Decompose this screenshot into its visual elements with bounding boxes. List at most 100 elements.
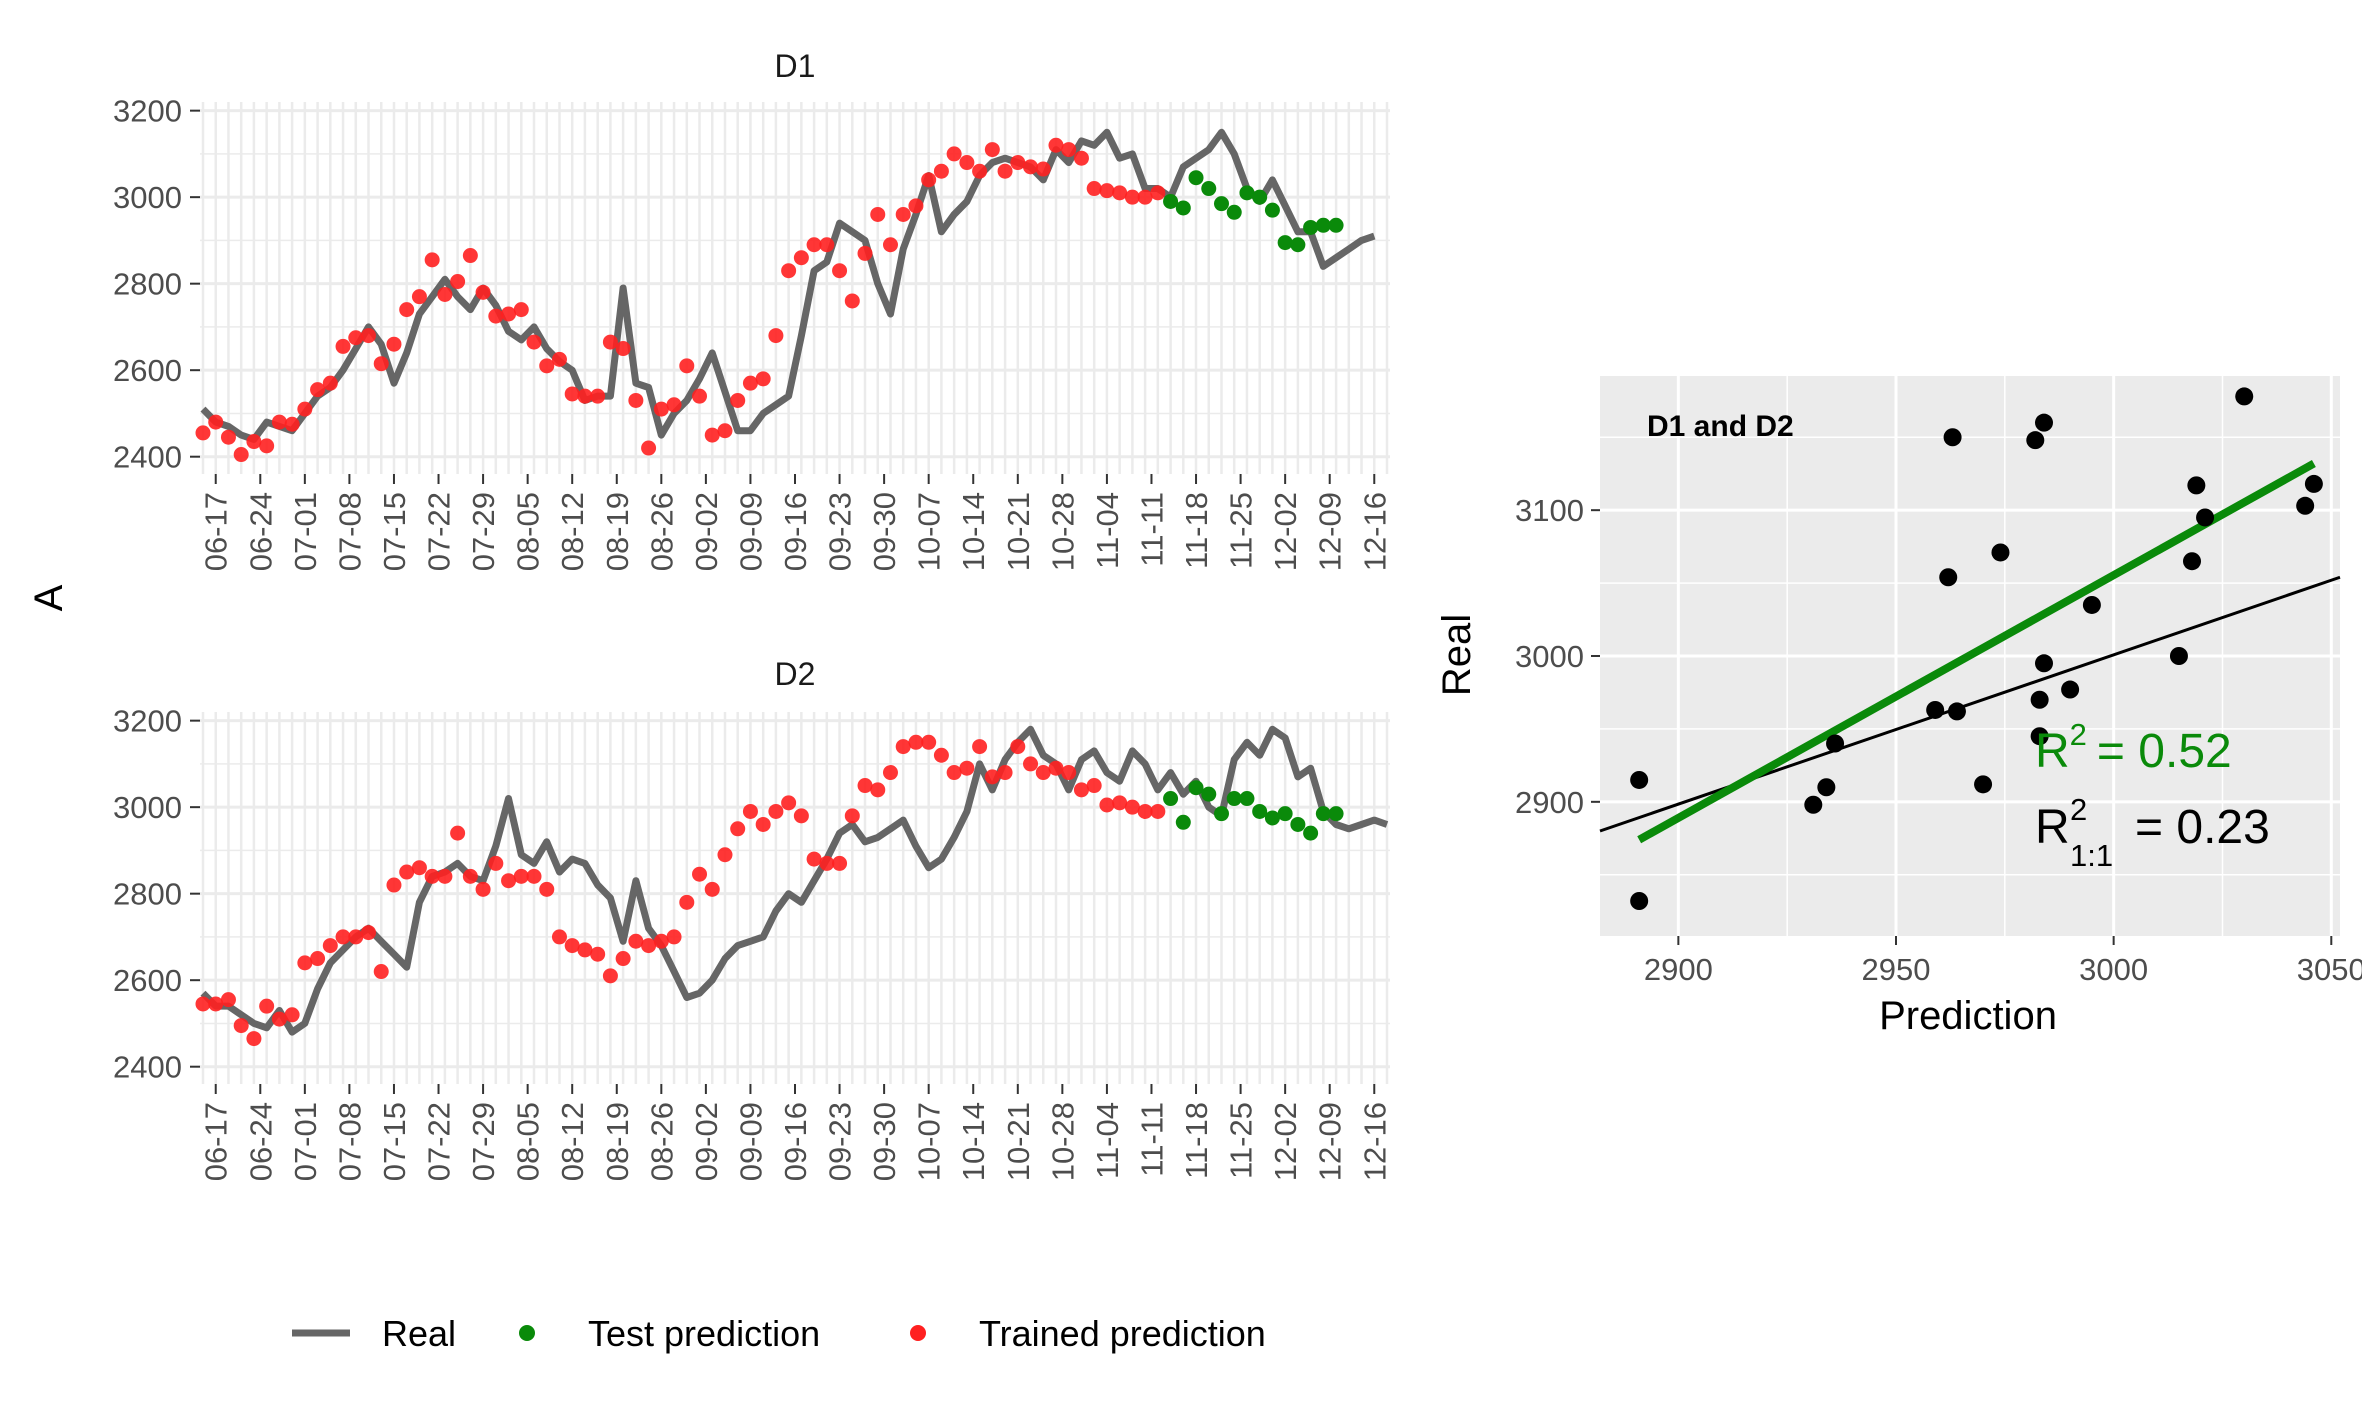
scatter-x-axis-title: Prediction — [1879, 994, 2057, 1038]
scatter-point — [1947, 702, 1966, 721]
x-tick-label: 11-04 — [1090, 492, 1125, 569]
trained-prediction-point — [666, 929, 682, 945]
trained-prediction-point — [335, 338, 351, 354]
x-tick-label: 10-14 — [956, 1102, 991, 1181]
trained-prediction-point — [424, 868, 440, 884]
trained-prediction-point — [1061, 142, 1077, 158]
trained-prediction-point — [679, 894, 695, 910]
trained-prediction-point — [641, 440, 657, 456]
trained-prediction-point — [615, 951, 631, 967]
trained-prediction-point — [933, 747, 949, 763]
scatter-point — [1826, 734, 1845, 753]
trained-prediction-point — [564, 938, 580, 954]
trained-prediction-point — [959, 155, 975, 171]
legend-real-label: Real — [382, 1313, 456, 1354]
scatter-point — [2187, 476, 2206, 495]
x-tick-label: 12-09 — [1313, 1102, 1348, 1181]
trained-prediction-point — [322, 375, 338, 391]
trained-prediction-point — [1061, 765, 1077, 781]
test-prediction-point — [1252, 803, 1268, 819]
x-tick-label: 08-05 — [511, 1102, 546, 1181]
trained-prediction-point — [246, 1031, 262, 1047]
trained-prediction-point — [806, 851, 822, 867]
d2-gridlines — [200, 712, 1390, 1084]
x-tick-label: 07-15 — [377, 492, 412, 571]
r2-label: R — [2035, 725, 2070, 778]
trained-prediction-point — [946, 765, 962, 781]
x-tick-label: 09-09 — [733, 1102, 768, 1181]
y-tick-label: 2600 — [113, 963, 182, 998]
trained-prediction-point — [526, 868, 542, 884]
r2-annotation: R2 = 0.52 — [2035, 717, 2232, 778]
trained-prediction-point — [195, 996, 211, 1012]
trained-prediction-point — [501, 873, 517, 889]
x-tick-label: 10-07 — [912, 1102, 947, 1181]
d1-y-ticks: 2400 2600 2800 3000 3200 — [113, 94, 200, 475]
test-prediction-point — [1213, 806, 1229, 822]
trained-prediction-point — [590, 388, 606, 404]
x-tick-label: 09-02 — [689, 1102, 724, 1181]
y-tick-label: 2900 — [1515, 785, 1584, 820]
trained-prediction-point — [959, 760, 975, 776]
trained-prediction-point — [679, 358, 695, 374]
x-tick-label: 07-29 — [466, 1102, 501, 1181]
trained-prediction-point — [424, 252, 440, 268]
x-tick-label: 09-16 — [778, 492, 813, 571]
trained-prediction-point — [704, 881, 720, 897]
test-prediction-point — [1277, 235, 1293, 251]
trained-prediction-point — [1099, 183, 1115, 199]
d1-data-marks — [195, 128, 1376, 463]
test-prediction-point — [1239, 791, 1255, 807]
trained-prediction-point — [997, 765, 1013, 781]
trained-prediction-point — [742, 803, 758, 819]
trained-prediction-point — [399, 302, 415, 318]
trained-prediction-point — [195, 425, 211, 441]
test-prediction-point — [1303, 825, 1319, 841]
x-tick-label: 07-08 — [332, 492, 367, 571]
scatter-point — [2061, 680, 2080, 699]
legend-test-label: Test prediction — [588, 1313, 820, 1354]
test-prediction-point — [1239, 185, 1255, 201]
scatter-point — [1943, 428, 1962, 447]
trained-prediction-point — [284, 416, 300, 432]
test-prediction-point — [1328, 806, 1344, 822]
scatter-point — [2026, 431, 2045, 450]
x-tick-label: 09-02 — [689, 492, 724, 571]
trained-prediction-point — [335, 929, 351, 945]
trained-prediction-point — [501, 306, 517, 322]
trained-prediction-point — [1137, 189, 1153, 205]
test-prediction-point — [1264, 202, 1280, 218]
trained-prediction-point — [361, 328, 377, 344]
trained-prediction-point — [1073, 150, 1089, 166]
trained-prediction-point — [666, 397, 682, 413]
trained-prediction-point — [220, 992, 236, 1008]
trained-prediction-point — [628, 933, 644, 949]
test-prediction-point — [1163, 193, 1179, 209]
x-tick-label: 09-30 — [867, 492, 902, 571]
trained-prediction-point — [1035, 161, 1051, 177]
trained-prediction-point — [1010, 155, 1026, 171]
y-tick-label: 2400 — [113, 440, 182, 475]
trained-prediction-point — [704, 427, 720, 443]
trained-prediction-point — [793, 808, 809, 824]
x-tick-label: 07-15 — [377, 1102, 412, 1181]
scatter-point — [2196, 508, 2215, 527]
x-tick-label: 06-24 — [243, 1102, 278, 1181]
trained-prediction-point — [271, 414, 287, 430]
legend: Real Test prediction Trained prediction — [292, 1313, 1266, 1354]
trained-prediction-point — [1086, 778, 1102, 794]
scatter-point — [2169, 647, 2188, 665]
trained-prediction-point — [437, 868, 453, 884]
x-tick-label: 07-01 — [288, 492, 323, 571]
trained-prediction-point — [475, 284, 491, 300]
y-tick-label: 2600 — [113, 353, 182, 388]
scatter-point — [1926, 700, 1945, 719]
trained-prediction-point — [475, 881, 491, 897]
trained-prediction-point — [246, 434, 262, 450]
r2-1to1-label: R — [2035, 801, 2070, 854]
x-tick-label: 09-09 — [733, 492, 768, 571]
trained-prediction-point — [921, 734, 937, 750]
scatter-point — [1817, 778, 1836, 797]
